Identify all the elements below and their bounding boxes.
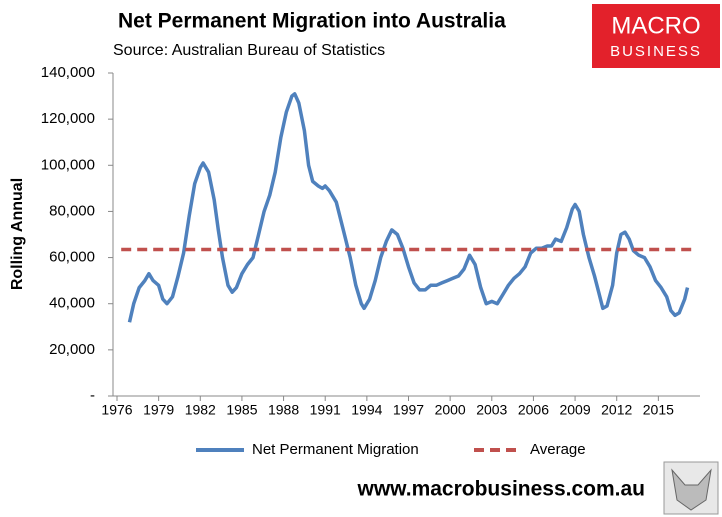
logo-text: MACRO <box>611 12 700 39</box>
x-tick-label: 2003 <box>476 402 507 418</box>
y-tick-label: 80,000 <box>49 202 95 219</box>
x-tick-label: 1985 <box>226 402 257 418</box>
x-tick-label: 1991 <box>310 402 341 418</box>
y-axis-label: Rolling Annual <box>9 178 26 290</box>
legend-label: Net Permanent Migration <box>252 441 419 458</box>
y-tick-label: 100,000 <box>41 156 95 173</box>
y-tick-label: 20,000 <box>49 341 95 358</box>
x-tick-label: 2012 <box>601 402 632 418</box>
x-tick-label: 1988 <box>268 402 299 418</box>
x-tick-label: 2009 <box>559 402 590 418</box>
chart-subtitle: Source: Australian Bureau of Statistics <box>113 42 385 59</box>
x-tick-label: 2015 <box>643 402 674 418</box>
legend-label: Average <box>530 441 586 458</box>
fox-icon <box>671 468 712 511</box>
chart-title: Net Permanent Migration into Australia <box>118 10 506 33</box>
x-tick-label: 1976 <box>101 402 132 418</box>
x-tick-label: 1982 <box>185 402 216 418</box>
x-tick-label: 2006 <box>518 402 549 418</box>
footer-url: www.macrobusiness.com.au <box>357 478 645 501</box>
logo-text: BUSINESS <box>610 43 702 60</box>
y-tick-label: 40,000 <box>49 295 95 312</box>
y-tick-label: 140,000 <box>41 64 95 81</box>
y-tick-label: 120,000 <box>41 110 95 127</box>
x-tick-label: 2000 <box>435 402 466 418</box>
y-tick-label: 60,000 <box>49 249 95 266</box>
x-tick-label: 1997 <box>393 402 424 418</box>
logo-box <box>592 4 720 68</box>
y-tick-label: - <box>90 387 95 404</box>
x-tick-label: 1979 <box>143 402 174 418</box>
data-line <box>127 92 690 323</box>
x-tick-label: 1994 <box>351 402 382 418</box>
